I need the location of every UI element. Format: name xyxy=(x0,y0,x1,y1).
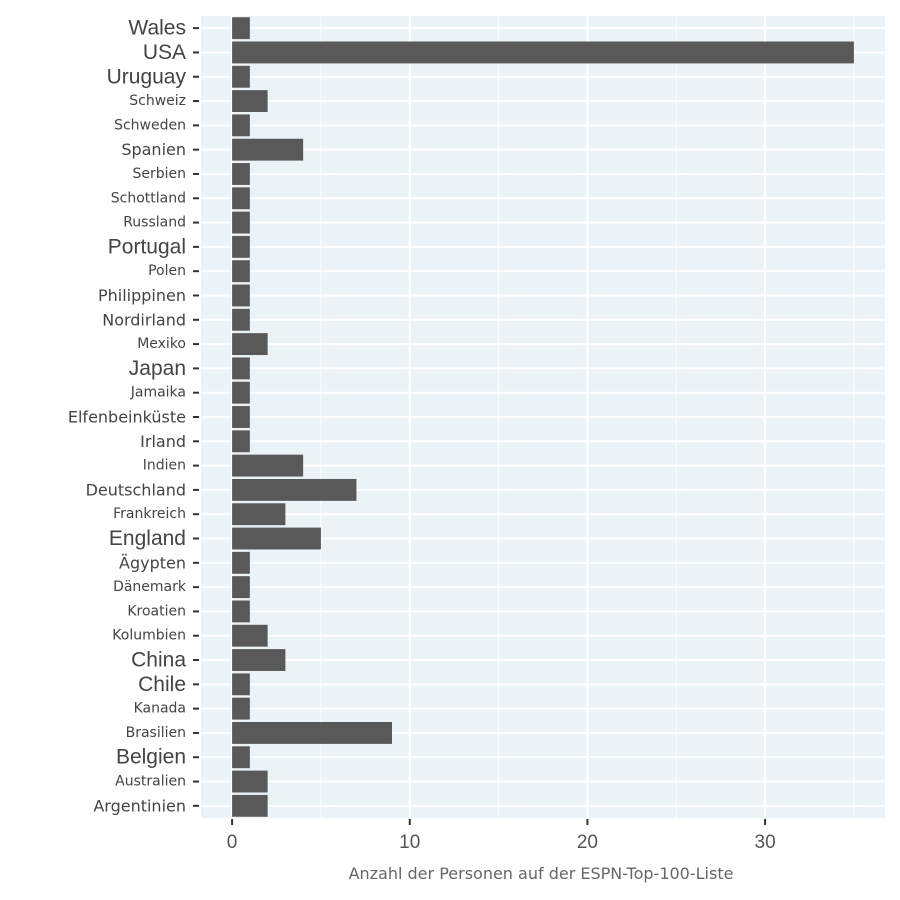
bars xyxy=(232,17,854,817)
category-label: England xyxy=(109,527,186,550)
x-axis-labels: 0 10 20 30 xyxy=(227,819,776,853)
category-label: Uruguay xyxy=(107,65,187,88)
category-label: Wales xyxy=(128,17,186,40)
y-axis-ticks xyxy=(193,27,199,807)
bar xyxy=(232,211,250,234)
category-label: Schottland xyxy=(111,190,186,206)
bar xyxy=(232,551,250,574)
category-label: Irland xyxy=(140,432,186,451)
category-label: Frankreich xyxy=(113,506,186,522)
bar xyxy=(232,649,286,671)
category-label: Chile xyxy=(138,673,186,696)
bar xyxy=(232,41,854,64)
category-label: Polen xyxy=(148,263,186,279)
bar xyxy=(232,260,250,283)
bar xyxy=(232,90,268,112)
category-label: Elfenbeinküste xyxy=(68,408,186,427)
category-label: Jamaika xyxy=(130,385,186,401)
category-label: Spanien xyxy=(121,140,186,159)
x-tick-label: 10 xyxy=(399,832,420,853)
category-label: Belgien xyxy=(116,746,186,769)
x-tick-label: 0 xyxy=(227,832,238,853)
bar xyxy=(232,478,357,501)
category-label: Schweiz xyxy=(129,93,186,109)
bar xyxy=(232,624,268,647)
category-label: Kolumbien xyxy=(112,628,186,644)
category-label: Schweden xyxy=(114,117,186,133)
bar xyxy=(232,17,250,40)
bar xyxy=(232,600,250,623)
bar xyxy=(232,138,304,161)
x-tick-label: 20 xyxy=(577,832,598,853)
bar xyxy=(232,430,250,453)
bar xyxy=(232,576,250,599)
category-label: Philippinen xyxy=(98,286,186,305)
category-label: Serbien xyxy=(132,166,186,182)
category-label: Dänemark xyxy=(113,579,187,595)
category-label: Japan xyxy=(129,357,186,380)
x-tick-label: 30 xyxy=(755,832,776,853)
bar xyxy=(232,503,286,526)
category-label: Deutschland xyxy=(86,480,186,499)
category-label: Brasilien xyxy=(126,725,186,741)
category-label: China xyxy=(131,649,186,672)
category-label: Russland xyxy=(123,215,186,231)
category-label: Argentinien xyxy=(93,796,186,815)
bar xyxy=(232,114,250,137)
bar xyxy=(232,454,304,477)
category-label: Ägypten xyxy=(119,553,186,572)
bar xyxy=(232,406,250,428)
bar xyxy=(232,794,268,817)
category-label: Mexiko xyxy=(137,336,186,352)
category-label: Nordirland xyxy=(102,310,186,329)
bar xyxy=(232,65,250,88)
bar xyxy=(232,673,250,696)
bar xyxy=(232,770,268,793)
bar xyxy=(232,187,250,210)
category-label: USA xyxy=(143,41,186,64)
bar xyxy=(232,527,321,550)
bar xyxy=(232,722,392,744)
category-label: Portugal xyxy=(108,235,186,258)
category-label: Indien xyxy=(143,458,186,474)
bar xyxy=(232,284,250,307)
bar xyxy=(232,697,250,720)
bar xyxy=(232,163,250,185)
category-label: Kanada xyxy=(134,701,186,717)
category-label: Australien xyxy=(115,774,186,790)
bar xyxy=(232,308,250,331)
bar xyxy=(232,333,268,356)
category-label: Kroatien xyxy=(127,603,186,619)
x-axis-title: Anzahl der Personen auf der ESPN-Top-100… xyxy=(349,864,734,883)
bar xyxy=(232,381,250,404)
bar xyxy=(232,235,250,258)
bar xyxy=(232,357,250,380)
bar xyxy=(232,746,250,769)
